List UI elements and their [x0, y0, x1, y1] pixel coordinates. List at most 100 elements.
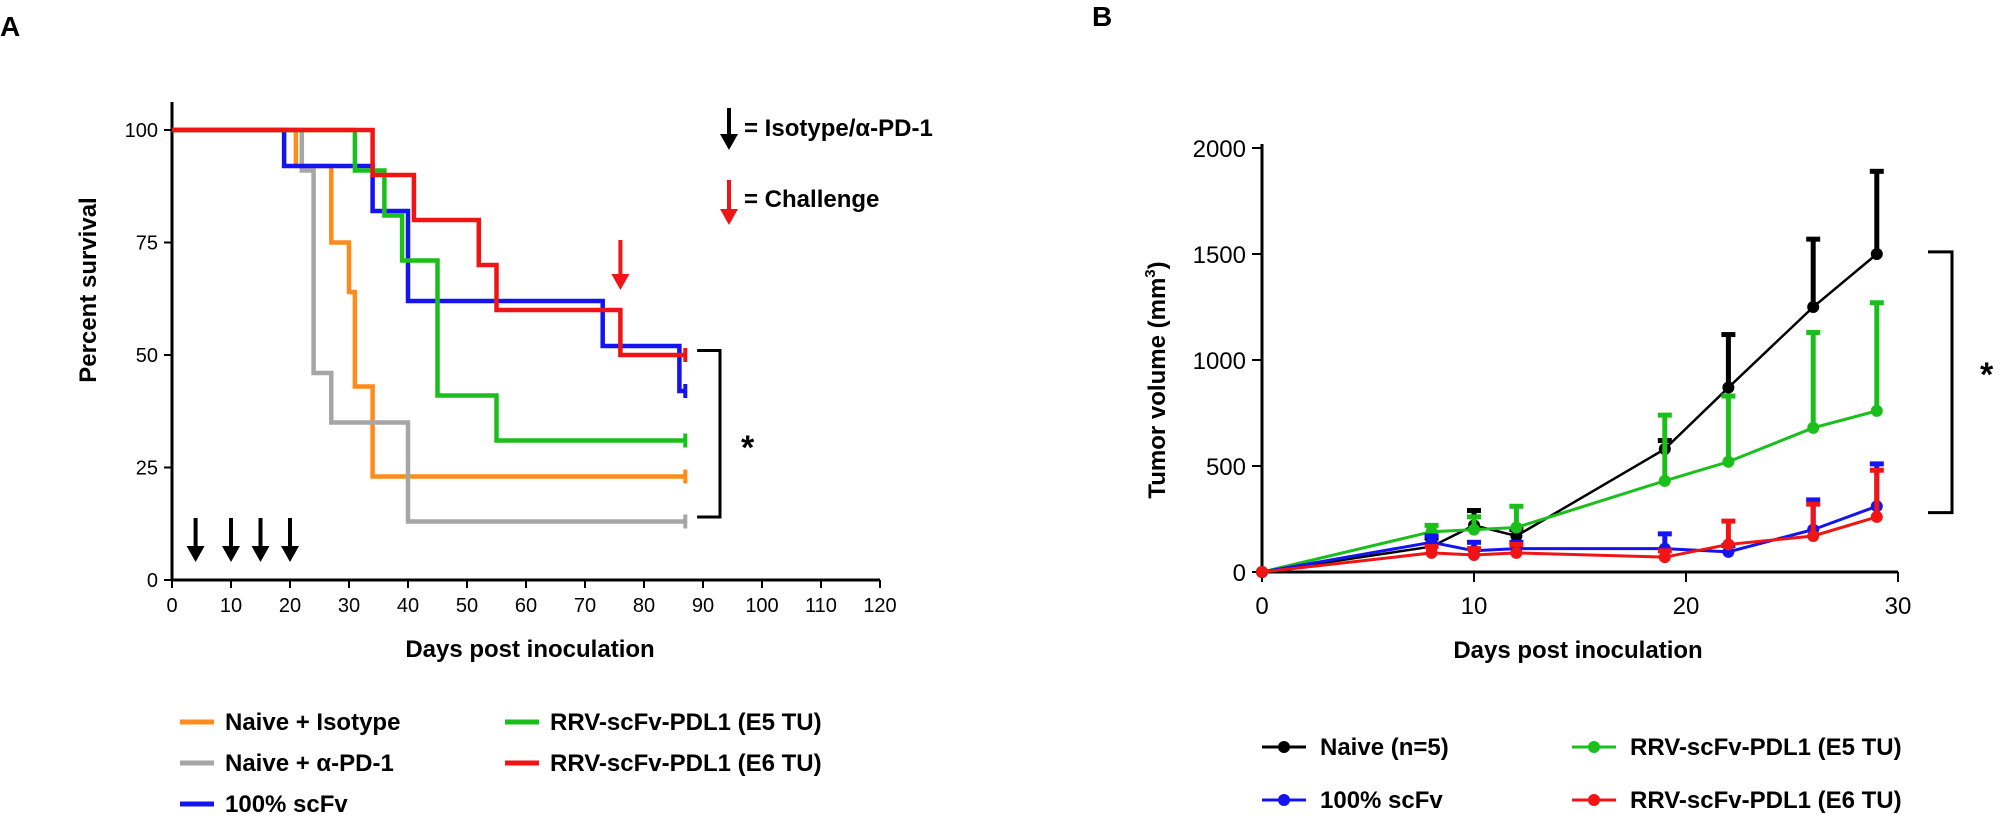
isotype-arrow-label: = Isotype/α-PD-1	[744, 115, 933, 142]
data-point	[1510, 546, 1523, 559]
legend-label: Naive + Isotype	[225, 709, 400, 736]
data-point	[1425, 546, 1438, 559]
challenge-arrow-label: = Challenge	[744, 186, 879, 213]
panel-b-series	[1256, 168, 1954, 578]
panel-a-y-axis-label: Percent survival	[75, 197, 102, 382]
panel-b-y-tick-label: 2000	[1193, 136, 1246, 163]
series-line	[1261, 409, 1878, 574]
legend-label: Naive + α-PD-1	[225, 750, 394, 777]
challenge-legend-arrow-head	[720, 209, 738, 225]
panel-a-x-tick-label: 20	[279, 595, 301, 617]
panel-b-x-tick-label: 30	[1885, 593, 1912, 620]
panel-b-y-tick-label: 500	[1206, 454, 1246, 481]
challenge-arrow	[611, 240, 630, 290]
panel-b-x-tick-label: 10	[1461, 593, 1488, 620]
treatment-arrow-head	[186, 546, 205, 562]
legend-swatch-marker	[1588, 794, 1600, 806]
data-point	[1468, 549, 1480, 562]
panel-b-axes: 0 10 20 30 0 500 1000 1500 2000	[1193, 136, 1912, 620]
panel-a-x-tick-label: 100	[745, 595, 778, 617]
panel-a-legend: Naive + Isotype Naive + α-PD-1 100% scFv RR…	[180, 709, 822, 818]
panel-b-x-tick-label: 0	[1255, 593, 1268, 620]
challenge-arrow-head	[611, 274, 630, 290]
panel-b-significance-bracket	[1928, 250, 1954, 515]
legend-label: RRV-scFv-PDL1 (E6 TU)	[550, 750, 822, 777]
data-point	[1722, 381, 1735, 394]
panel-a-y-tick-label: 50	[136, 345, 158, 367]
data-point	[1807, 421, 1820, 434]
panel-b-x-axis-label: Days post inoculation	[1453, 637, 1702, 664]
panel-a-x-tick-label: 40	[397, 595, 419, 617]
data-point	[1256, 566, 1268, 578]
data-point	[1722, 455, 1735, 468]
panel-b-y-axis-label: Tumor volume (mm3)	[1142, 261, 1171, 498]
treatment-arrow-head	[281, 546, 299, 562]
panel-b-y-tick-label: 0	[1233, 560, 1246, 587]
treatment-arrow	[251, 518, 270, 562]
survival-curve-naive-pd-1	[172, 127, 686, 524]
legend-label: 100% scFv	[225, 791, 348, 818]
panel-a-significance-bracket	[697, 349, 722, 519]
panel-b-y-tick-label: 1500	[1193, 242, 1246, 269]
series-line	[1261, 515, 1878, 574]
data-point	[1510, 521, 1523, 534]
panel-b-y-axis-label-end: )	[1144, 261, 1171, 269]
series-line	[1261, 504, 1878, 574]
legend-label: RRV-scFv-PDL1 (E6 TU)	[1630, 787, 1902, 814]
series-line	[1261, 253, 1878, 574]
panel-a-y-tick-label: 75	[136, 233, 158, 255]
panel-a-significance-star: *	[741, 429, 755, 467]
treatment-arrow-head	[251, 546, 270, 562]
panel-b-significance-star: *	[1980, 356, 1994, 394]
panel-b-legend: Naive (n=5) 100% scFv RRV-scFv-PDL1 (E5 TU…	[1262, 734, 1902, 814]
panel-a-x-tick-label: 50	[456, 595, 478, 617]
panel-b: B Tumor volume (mm3) Days post inoculati…	[1092, 1, 1994, 814]
panel-a-x-tick-label: 90	[692, 595, 714, 617]
panel-a: A Percent survival Days post inoculation…	[0, 11, 933, 818]
panel-a-x-tick-label: 70	[574, 595, 596, 617]
legend-label: 100% scFv	[1320, 787, 1443, 814]
panel-a-x-tick-label: 10	[220, 595, 242, 617]
legend-label: Naive (n=5)	[1320, 734, 1449, 761]
data-point	[1807, 301, 1820, 313]
series-group	[1256, 168, 1884, 578]
panel-b-y-axis-label-sup: 3	[1142, 269, 1159, 277]
data-point	[1870, 248, 1883, 260]
data-point	[1658, 551, 1671, 564]
panel-a-series	[172, 127, 688, 529]
panel-a-x-tick-label: 80	[633, 595, 655, 617]
data-point	[1722, 538, 1735, 551]
data-point	[1510, 529, 1523, 542]
treatment-arrow-head	[222, 546, 240, 562]
isotype-legend-arrow	[720, 108, 738, 150]
panel-a-y-tick-label: 25	[136, 458, 158, 480]
panel-a-axes: 0 10 20 30 40 50 60 70 80 90 100 110 120 0 25 50 75 100	[125, 102, 897, 617]
panel-a-x-tick-label: 110	[805, 595, 837, 617]
panel-a-annotations: = Isotype/α-PD-1 = Challenge *	[186, 108, 933, 562]
legend-label: RRV-scFv-PDL1 (E5 TU)	[1630, 734, 1902, 761]
challenge-legend-arrow	[720, 180, 738, 225]
data-point	[1468, 523, 1480, 536]
data-point	[1807, 529, 1820, 542]
data-point	[1658, 474, 1671, 487]
legend-swatch-marker	[1278, 741, 1290, 753]
survival-curve-rrv-scfv-pdl1-e6-tu	[172, 127, 686, 358]
series-group	[1256, 467, 1884, 578]
series-group	[1256, 300, 1884, 578]
treatment-arrow	[281, 518, 299, 562]
panel-a-x-tick-label: 30	[338, 595, 360, 617]
panel-a-x-tick-label: 0	[166, 595, 177, 617]
treatment-arrow	[222, 518, 240, 562]
survival-curve-rrv-scfv-pdl1-e5-tu	[172, 127, 686, 443]
data-point	[1870, 510, 1883, 523]
panel-b-x-tick-label: 20	[1673, 593, 1700, 620]
legend-swatch-marker	[1278, 794, 1290, 806]
panel-a-label: A	[0, 11, 20, 42]
legend-label: RRV-scFv-PDL1 (E5 TU)	[550, 709, 822, 736]
treatment-arrow	[186, 518, 205, 562]
panel-a-y-tick-label: 0	[147, 570, 158, 592]
panel-a-y-tick-label: 100	[125, 120, 158, 142]
panel-a-x-axis-label: Days post inoculation	[405, 636, 654, 663]
panel-b-y-axis-label-main: Tumor volume (mm	[1144, 278, 1171, 499]
